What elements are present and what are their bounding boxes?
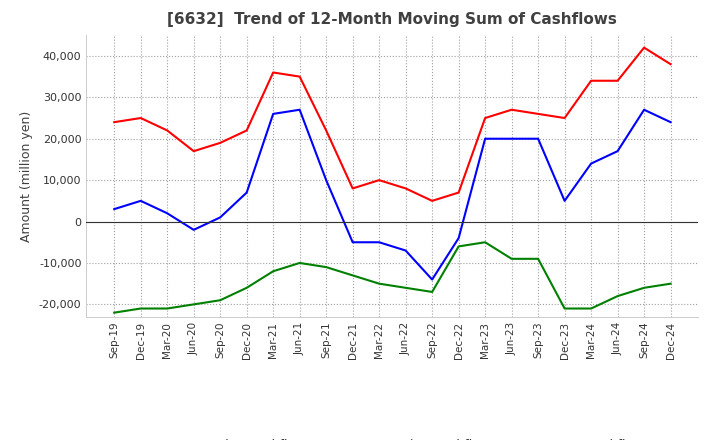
Operating Cashflow — [322, 128, 330, 133]
Operating Cashflow — [269, 70, 277, 75]
Free Cashflow — [587, 161, 595, 166]
Operating Cashflow — [295, 74, 304, 79]
Line: Investing Cashflow: Investing Cashflow — [114, 242, 670, 313]
Investing Cashflow — [110, 310, 119, 315]
Investing Cashflow — [375, 281, 384, 286]
Investing Cashflow — [666, 281, 675, 286]
Free Cashflow — [269, 111, 277, 117]
Y-axis label: Amount (million yen): Amount (million yen) — [20, 110, 33, 242]
Line: Operating Cashflow: Operating Cashflow — [114, 48, 670, 201]
Investing Cashflow — [295, 260, 304, 266]
Investing Cashflow — [243, 285, 251, 290]
Operating Cashflow — [375, 177, 384, 183]
Operating Cashflow — [587, 78, 595, 84]
Operating Cashflow — [136, 115, 145, 121]
Free Cashflow — [454, 235, 463, 241]
Free Cashflow — [136, 198, 145, 203]
Investing Cashflow — [189, 302, 198, 307]
Investing Cashflow — [322, 264, 330, 270]
Operating Cashflow — [110, 120, 119, 125]
Investing Cashflow — [508, 256, 516, 261]
Free Cashflow — [613, 149, 622, 154]
Free Cashflow — [110, 206, 119, 212]
Operating Cashflow — [560, 115, 569, 121]
Operating Cashflow — [163, 128, 171, 133]
Investing Cashflow — [587, 306, 595, 311]
Operating Cashflow — [243, 128, 251, 133]
Operating Cashflow — [189, 149, 198, 154]
Investing Cashflow — [348, 273, 357, 278]
Investing Cashflow — [481, 240, 490, 245]
Free Cashflow — [534, 136, 542, 141]
Free Cashflow — [401, 248, 410, 253]
Operating Cashflow — [481, 115, 490, 121]
Operating Cashflow — [534, 111, 542, 117]
Operating Cashflow — [454, 190, 463, 195]
Investing Cashflow — [401, 285, 410, 290]
Free Cashflow — [428, 277, 436, 282]
Investing Cashflow — [136, 306, 145, 311]
Free Cashflow — [163, 211, 171, 216]
Free Cashflow — [295, 107, 304, 112]
Free Cashflow — [481, 136, 490, 141]
Free Cashflow — [375, 240, 384, 245]
Investing Cashflow — [534, 256, 542, 261]
Investing Cashflow — [428, 290, 436, 295]
Line: Free Cashflow: Free Cashflow — [114, 110, 670, 279]
Free Cashflow — [189, 227, 198, 232]
Investing Cashflow — [216, 297, 225, 303]
Free Cashflow — [322, 177, 330, 183]
Free Cashflow — [243, 190, 251, 195]
Investing Cashflow — [613, 293, 622, 299]
Title: [6632]  Trend of 12-Month Moving Sum of Cashflows: [6632] Trend of 12-Month Moving Sum of C… — [168, 12, 617, 27]
Legend: Operating Cashflow, Investing Cashflow, Free Cashflow: Operating Cashflow, Investing Cashflow, … — [136, 434, 649, 440]
Operating Cashflow — [640, 45, 649, 50]
Operating Cashflow — [428, 198, 436, 203]
Operating Cashflow — [348, 186, 357, 191]
Free Cashflow — [216, 215, 225, 220]
Operating Cashflow — [401, 186, 410, 191]
Free Cashflow — [508, 136, 516, 141]
Investing Cashflow — [560, 306, 569, 311]
Operating Cashflow — [216, 140, 225, 146]
Free Cashflow — [640, 107, 649, 112]
Investing Cashflow — [640, 285, 649, 290]
Free Cashflow — [666, 120, 675, 125]
Investing Cashflow — [454, 244, 463, 249]
Operating Cashflow — [508, 107, 516, 112]
Operating Cashflow — [666, 62, 675, 67]
Free Cashflow — [560, 198, 569, 203]
Investing Cashflow — [269, 268, 277, 274]
Operating Cashflow — [613, 78, 622, 84]
Free Cashflow — [348, 240, 357, 245]
Investing Cashflow — [163, 306, 171, 311]
